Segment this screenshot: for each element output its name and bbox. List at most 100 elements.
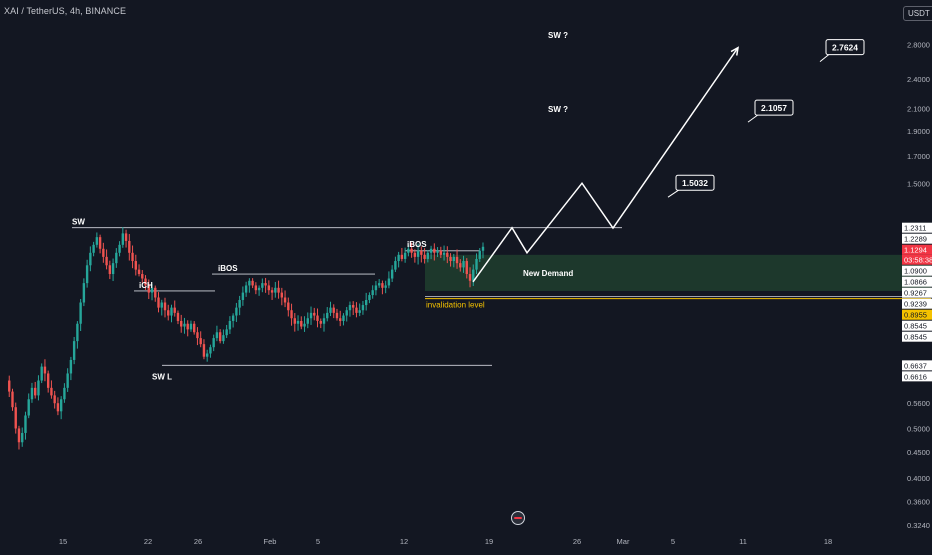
replay-icon[interactable] — [511, 511, 525, 525]
candle-body — [21, 432, 24, 443]
candle-body — [329, 307, 332, 313]
price-label-box — [902, 298, 932, 309]
candle-body — [257, 287, 261, 291]
candle-body — [426, 252, 430, 259]
candle-body — [267, 285, 271, 291]
candle-body — [309, 312, 313, 319]
candle-body — [371, 290, 374, 296]
candle-body — [46, 373, 50, 388]
symbol-title: XAI / TetherUS, 4h, BINANCE — [4, 6, 127, 16]
candle-body — [209, 347, 212, 354]
candle-body — [244, 285, 248, 293]
price-label: 1.0866 — [904, 278, 927, 287]
candle-body — [455, 256, 459, 264]
candle-body — [144, 278, 147, 286]
price-label-box — [902, 360, 932, 371]
candle-body — [429, 248, 433, 253]
candle-body — [300, 320, 303, 327]
candle-body — [355, 307, 358, 313]
candle-body — [98, 237, 102, 249]
candle-body — [66, 373, 69, 388]
candle-body — [225, 329, 228, 336]
price-label: 1.2311 — [904, 224, 926, 233]
candle-body — [423, 254, 426, 259]
candle-body — [85, 265, 89, 284]
price-label: 1.0900 — [904, 267, 927, 276]
y-tick-label: 2.8000 — [907, 41, 930, 50]
candle-body — [69, 359, 73, 374]
candle-body — [108, 265, 112, 275]
y-tick-label: 0.4000 — [907, 474, 930, 483]
candle-body — [420, 250, 423, 255]
y-tick-label: 1.9000 — [907, 127, 930, 136]
y-tick-label: 2.1000 — [907, 105, 930, 114]
candle-body — [358, 310, 361, 313]
y-tick-label: 0.3240 — [907, 521, 930, 530]
candle-body — [50, 387, 53, 396]
candle-body — [335, 312, 339, 319]
x-tick-label: 26 — [573, 537, 581, 546]
label-invalidation: invalidation level — [426, 301, 485, 310]
candle-body — [442, 252, 446, 255]
price-label: 0.6616 — [904, 372, 927, 381]
price-label-box — [902, 276, 932, 287]
candle-body — [322, 318, 326, 324]
x-tick-label: 18 — [824, 537, 832, 546]
candle-body — [89, 252, 92, 266]
price-label-box — [902, 287, 932, 298]
candle-body — [14, 407, 17, 429]
candle-body — [348, 305, 352, 311]
candle-body — [446, 252, 449, 257]
candle-body — [118, 244, 121, 253]
price-label: 0.8545 — [904, 333, 927, 342]
candle-body — [154, 287, 157, 298]
candle-body — [235, 307, 238, 316]
label-sw-low: SW L — [152, 372, 172, 381]
target-callout-label: 2.1057 — [761, 103, 787, 113]
price-label-box — [902, 244, 932, 255]
candle-body — [63, 387, 66, 400]
candle-body — [189, 323, 193, 330]
candle-body — [131, 252, 134, 262]
label-ibos-1: iBOS — [218, 264, 238, 273]
candle-body — [274, 287, 277, 293]
candle-body — [472, 269, 475, 281]
y-tick-label: 0.5000 — [907, 424, 930, 433]
price-label-box — [902, 371, 932, 382]
price-label: 0.9239 — [904, 300, 927, 309]
candle-body — [481, 246, 485, 251]
candle-body — [468, 274, 472, 281]
candle-body — [105, 256, 108, 266]
candle-body — [76, 323, 79, 342]
candle-body — [170, 307, 173, 316]
price-label: 03:58:38 — [904, 256, 932, 265]
candle-body — [8, 380, 11, 392]
candle-body — [381, 283, 384, 288]
price-label-box — [902, 320, 932, 331]
candle-body — [231, 315, 235, 321]
price-label: 1.1294 — [904, 246, 927, 255]
y-tick-label: 1.5000 — [907, 180, 930, 189]
candle-body — [400, 254, 404, 259]
candle-body — [205, 353, 209, 357]
price-label: 0.8545 — [904, 322, 927, 331]
x-tick-label: 22 — [144, 537, 152, 546]
candle-body — [254, 285, 258, 291]
candle-body — [34, 387, 37, 396]
candle-body — [296, 320, 300, 324]
price-label-box — [902, 222, 932, 233]
label-sw-question-1: SW ? — [548, 31, 568, 40]
candle-body — [134, 261, 137, 270]
x-tick-label: Mar — [617, 537, 630, 546]
candle-body — [374, 285, 378, 291]
currency-badge[interactable]: USDT — [903, 6, 932, 21]
candle-body — [27, 399, 30, 416]
candle-body — [186, 323, 189, 330]
candle-body — [150, 287, 154, 293]
candle-body — [293, 318, 296, 324]
x-tick-label: 11 — [739, 537, 747, 546]
candle-body — [137, 269, 141, 275]
candle-body — [163, 302, 167, 311]
candle-body — [397, 254, 400, 262]
